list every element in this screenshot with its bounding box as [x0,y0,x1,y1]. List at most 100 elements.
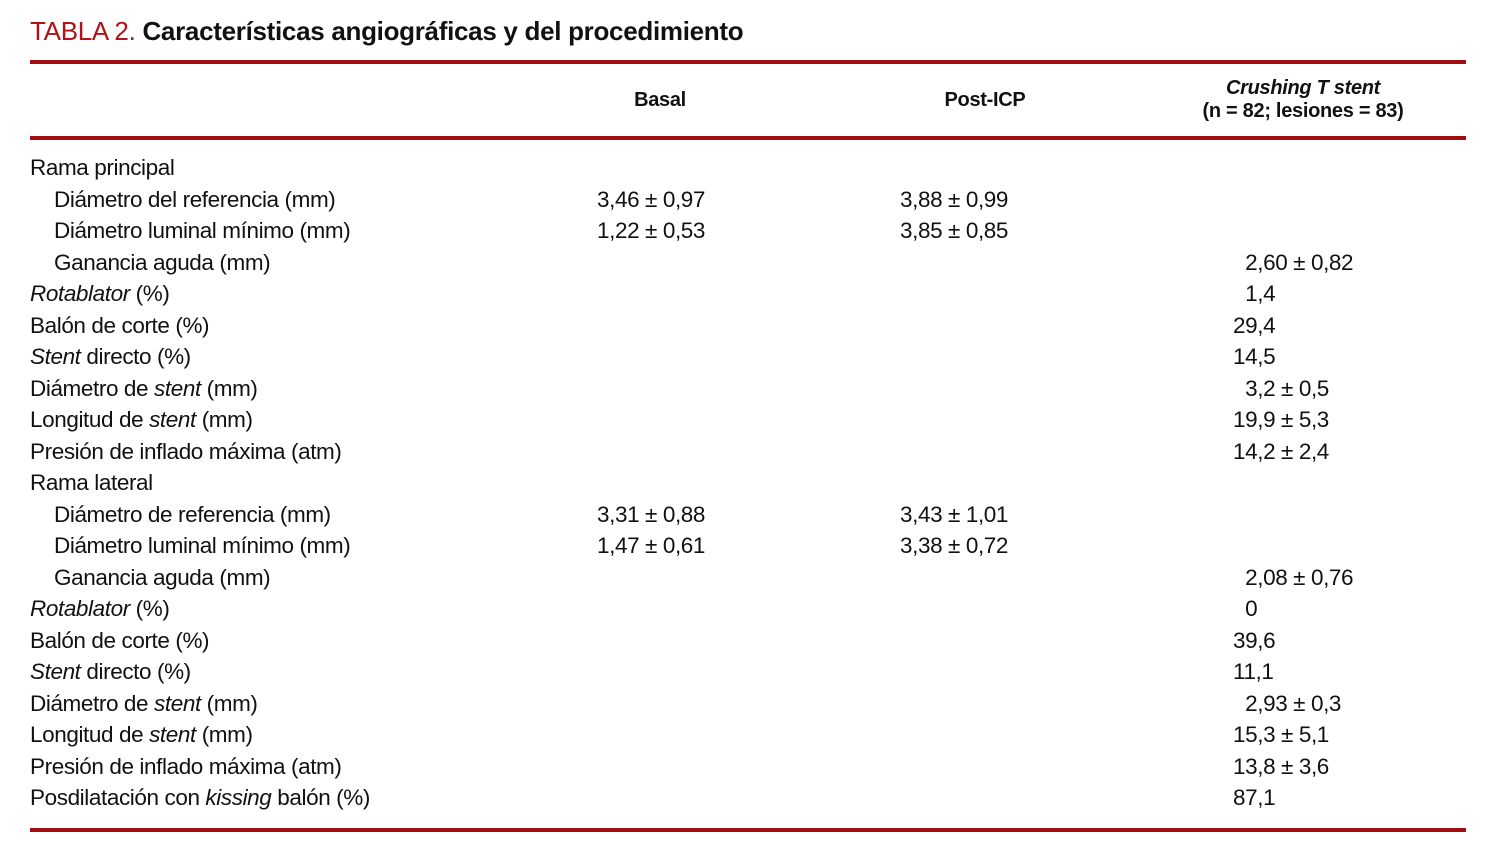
cell-basal [550,656,770,688]
table-row: Posdilatación con kissing balón (%) 87,1 [30,782,1466,830]
cell-crushing: 15,3 ± 5,1 [1233,722,1329,747]
cell-crushing: 87,1 [1233,785,1276,810]
row-label: Longitud de stent (mm) [30,719,550,751]
header-row: Basal Post-ICP Crushing T stent (n = 82;… [30,62,1466,140]
cell-basal [550,467,770,499]
filler-cell [1406,467,1466,499]
cell-crushing: 3,2 ± 0,5 [1233,375,1329,401]
filler-cell [1406,404,1466,436]
filler-cell [1406,247,1466,279]
row-label: Rotablator (%) [30,593,550,625]
table-row: Rotablator (%) 0 [30,593,1466,625]
row-label-segment: Longitud de [30,407,150,432]
cell-basal [550,562,770,594]
header-post-icp: Post-ICP [770,62,1200,140]
cell-crushing: 0 [1233,596,1258,621]
table-row: Rama principal [30,138,1466,184]
row-label-segment: Diámetro luminal mínimo (mm) [54,218,351,243]
filler-cell [1406,688,1466,720]
cell-post [770,310,1200,342]
cell-post [770,467,1200,499]
cell-post [770,341,1200,373]
cell-post: 3,43 ± 1,01 [900,501,1009,527]
filler-cell [1406,138,1466,184]
cell-crushing: 13,8 ± 3,6 [1233,753,1329,779]
row-label: Rotablator (%) [30,278,550,310]
row-label-italic-segment: stent [154,375,201,401]
row-label-segment: (mm) [200,690,258,716]
row-label-segment: (mm) [195,407,253,432]
row-label-segment: Presión de inflado máxima (atm) [30,753,342,779]
row-label-segment: (mm) [200,375,258,401]
cell-post [770,719,1200,751]
row-label: Stent directo (%) [30,341,550,373]
cell-post [770,247,1200,279]
paper-table-page: TABLA 2. Características angiográficas y… [30,16,1466,832]
row-label: Diámetro de stent (mm) [30,373,550,405]
filler-cell [1406,184,1466,216]
cell-crushing [1200,215,1406,247]
row-label-segment: (%) [129,596,170,621]
table-row: Balón de corte (%) 39,6 [30,625,1466,657]
row-label: Presión de inflado máxima (atm) [30,751,550,783]
row-label-italic-segment: Stent [30,659,81,684]
row-label: Diámetro luminal mínimo (mm) [30,530,550,562]
cell-crushing [1200,467,1406,499]
row-label: Ganancia aguda (mm) [30,562,550,594]
cell-basal [550,341,770,373]
row-label-segment: Diámetro del referencia (mm) [54,186,336,212]
filler-cell [1406,436,1466,468]
cell-crushing [1200,184,1406,216]
row-label-italic-segment: stent [149,722,196,747]
row-label: Ganancia aguda (mm) [30,247,550,279]
row-label-segment: Presión de inflado máxima (atm) [30,438,342,464]
cell-post [770,373,1200,405]
row-label-italic-segment: stent [149,407,196,432]
header-basal: Basal [550,62,770,140]
row-label-segment: Ganancia aguda (mm) [54,249,271,275]
row-label: Longitud de stent (mm) [30,404,550,436]
cell-post: 3,88 ± 0,99 [900,186,1009,212]
cell-basal [550,373,770,405]
row-label: Balón de corte (%) [30,625,550,657]
cell-crushing: 19,9 ± 5,3 [1233,407,1329,432]
row-label-segment: Diámetro de [30,375,155,401]
cell-crushing: 2,93 ± 0,3 [1233,690,1342,716]
filler-cell [1406,310,1466,342]
cell-basal [550,310,770,342]
filler-cell [1406,656,1466,688]
table-row: Presión de inflado máxima (atm) 13,8 ± 3,… [30,751,1466,783]
table-row: Diámetro de stent (mm) 3,2 ± 0,5 [30,373,1466,405]
row-label-segment: Balón de corte (%) [30,312,210,338]
cell-crushing: 29,4 [1233,312,1276,338]
table-row: Diámetro de referencia (mm) 3,31 ± 0,88 3,… [30,499,1466,531]
table-row: Longitud de stent (mm) 19,9 ± 5,3 [30,404,1466,436]
header-filler-cell [1406,62,1466,140]
cell-crushing: 1,4 [1233,281,1276,306]
row-label: Diámetro luminal mínimo (mm) [30,215,550,247]
cell-post [770,656,1200,688]
filler-cell [1406,719,1466,751]
row-label-segment: Diámetro de referencia (mm) [54,501,331,527]
row-label-segment: balón (%) [271,785,370,810]
row-label-italic-segment: kissing [205,785,272,810]
cell-basal: 1,22 ± 0,53 [597,218,706,243]
cell-post [770,404,1200,436]
row-label-segment: Rama principal [30,155,175,180]
cell-basal [550,138,770,184]
filler-cell [1406,341,1466,373]
table-row: Stent directo (%) 14,5 [30,341,1466,373]
filler-cell [1406,499,1466,531]
cell-crushing [1200,138,1406,184]
cell-crushing: 2,08 ± 0,76 [1233,564,1354,590]
table-row: Diámetro del referencia (mm) 3,46 ± 0,97 3… [30,184,1466,216]
cell-post [770,688,1200,720]
row-label-segment: (%) [129,281,170,306]
filler-cell [1406,593,1466,625]
row-label-segment: directo (%) [80,659,191,684]
row-label-segment: Longitud de [30,722,150,747]
cell-post [770,278,1200,310]
cell-basal: 1,47 ± 0,61 [597,533,706,558]
cell-basal [550,247,770,279]
cell-crushing [1200,530,1406,562]
